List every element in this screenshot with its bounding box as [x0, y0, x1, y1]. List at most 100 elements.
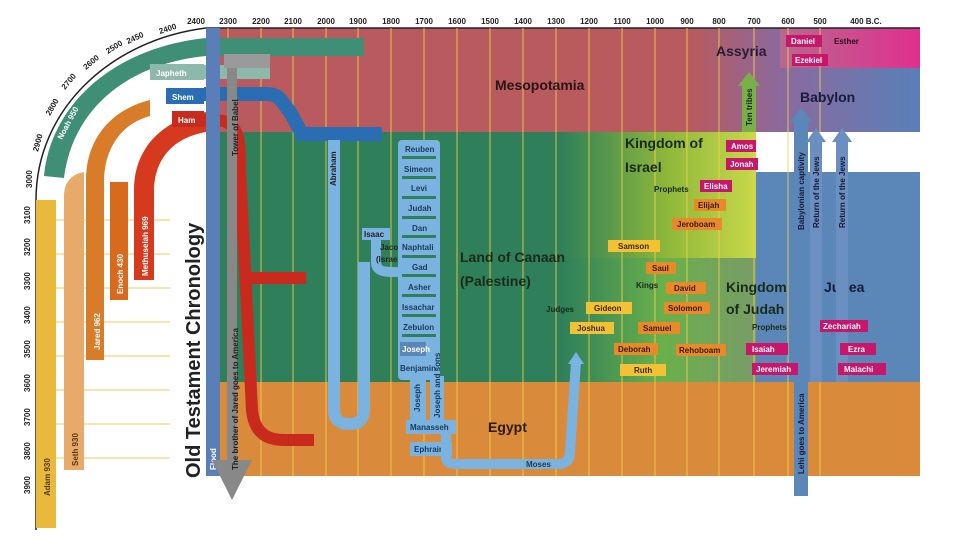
isaiah-label: Isaiah — [752, 345, 775, 354]
return-label-2: Return of the Jews — [838, 156, 847, 228]
tribes-column — [398, 140, 440, 380]
year-label: 3600 — [23, 374, 32, 392]
year-label: 400 B.C. — [850, 17, 882, 26]
mesopotamia-label: Mesopotamia — [495, 77, 585, 93]
shem-label: Shem — [172, 93, 194, 102]
year-label: 1400 — [514, 17, 532, 26]
joshua-label: Joshua — [577, 324, 606, 333]
zechariah-label: Zechariah — [823, 322, 861, 331]
manasseh-box — [406, 420, 456, 434]
canaan-label-1: Land of Canaan — [460, 249, 565, 265]
esther-label: Esther — [834, 37, 859, 46]
year-label: 3500 — [23, 340, 32, 358]
ephraim-label: Ephraim — [414, 445, 446, 454]
ezra-box — [840, 343, 876, 355]
kings-label: Kings — [636, 281, 659, 290]
year-label: 1700 — [415, 17, 433, 26]
year-label: 3200 — [23, 238, 32, 256]
ruth-box — [620, 364, 666, 376]
year-label: 2450 — [125, 30, 145, 46]
deborah-box — [614, 343, 658, 355]
israel-label-1: Kingdom of — [625, 135, 703, 151]
elijah-box — [694, 199, 726, 211]
year-scale-left: 3100 3200 3300 3400 3500 3600 3700 3800 … — [23, 206, 32, 494]
jeroboam-label: Jeroboam — [677, 220, 715, 229]
seth-label: Seth 930 — [71, 433, 80, 466]
tribe-judah: Judah — [408, 204, 432, 213]
tribe-simeon: Simeon — [404, 165, 433, 174]
return-arrow-2-head — [832, 128, 852, 142]
year-label: 3800 — [23, 442, 32, 460]
year-label: 2300 — [219, 17, 237, 26]
joseph-sons-path — [430, 376, 444, 420]
year-label: 2800 — [44, 97, 61, 117]
year-label: 1500 — [481, 17, 499, 26]
year-label: 2600 — [82, 53, 102, 72]
year-label: 3000 — [25, 170, 34, 188]
year-label: 2700 — [60, 71, 79, 91]
amos-box — [726, 140, 756, 152]
jacob-label: Jacob — [380, 243, 403, 252]
elijah-label: Elijah — [698, 201, 719, 210]
methuselah-label: Methuselah 969 — [141, 216, 150, 276]
year-label: 800 — [712, 17, 726, 26]
saul-label: Saul — [652, 264, 669, 273]
prophets-label-israel: Prophets — [654, 185, 689, 194]
jonah-box — [726, 158, 758, 170]
jeremiah-box — [752, 363, 798, 375]
samuel-box — [638, 322, 680, 334]
year-label: 1900 — [349, 17, 367, 26]
abraham-label: Abraham — [329, 151, 338, 186]
flood-label: Flood — [209, 448, 218, 470]
amos-label: Amos — [731, 142, 754, 151]
elisha-box — [700, 180, 732, 192]
year-scale-top: 2400 2300 2200 2100 2000 1900 1800 1700 … — [187, 17, 882, 26]
babel-label: Tower of Babel — [231, 99, 240, 156]
return-arrow-1-head — [806, 128, 826, 142]
david-label: David — [674, 284, 696, 293]
assyria-label: Assyria — [716, 43, 767, 59]
year-label: 2100 — [284, 17, 302, 26]
saul-box — [646, 262, 676, 274]
babylon-label: Babylon — [800, 89, 855, 105]
year-label: 3700 — [23, 408, 32, 426]
year-label: 1100 — [613, 17, 631, 26]
tribe-zebulon: Zebulon — [403, 323, 434, 332]
ezekiel-box — [792, 54, 828, 66]
ezra-label: Ezra — [848, 345, 865, 354]
year-label: 2200 — [252, 17, 270, 26]
ten-tribes-arrow — [742, 84, 756, 132]
gideon-box — [586, 302, 632, 314]
jared-label: Jared 962 — [93, 313, 102, 350]
ruth-label: Ruth — [634, 366, 652, 375]
manasseh-label: Manasseh — [410, 423, 449, 432]
methuselah-bar — [134, 112, 206, 280]
judah-label-2: of Judah — [726, 301, 784, 317]
samson-box — [608, 240, 660, 252]
year-label: 700 — [747, 17, 761, 26]
zechariah-box — [820, 320, 868, 332]
tribes-list: Reuben Simeon Levi Judah Dan Naphtali Ga… — [400, 145, 436, 373]
enoch-bar — [110, 182, 128, 300]
isaac-box — [362, 228, 390, 240]
year-label: 1800 — [382, 17, 400, 26]
noah-bar — [44, 38, 364, 178]
year-label: 1000 — [646, 17, 664, 26]
flood-column — [206, 28, 220, 476]
david-box — [666, 282, 706, 294]
joseph-path — [410, 376, 426, 420]
seth-bar — [64, 172, 84, 470]
canaan-label-2: (Palestine) — [460, 273, 531, 289]
prophets-label-judah: Prophets — [752, 323, 787, 332]
gideon-label: Gideon — [594, 304, 622, 313]
deborah-label: Deborah — [618, 345, 651, 354]
babel-top — [224, 54, 270, 68]
tribe-gad: Gad — [412, 263, 428, 272]
tribe-benjamin: Benjamin — [400, 364, 436, 373]
year-label: 3300 — [23, 272, 32, 290]
captivity-arrow — [794, 120, 808, 496]
chart-title: Old Testament Chronology — [183, 222, 205, 478]
jared-america-label: The brother of Jared goes to America — [231, 327, 240, 470]
year-label: 2400 — [187, 17, 205, 26]
